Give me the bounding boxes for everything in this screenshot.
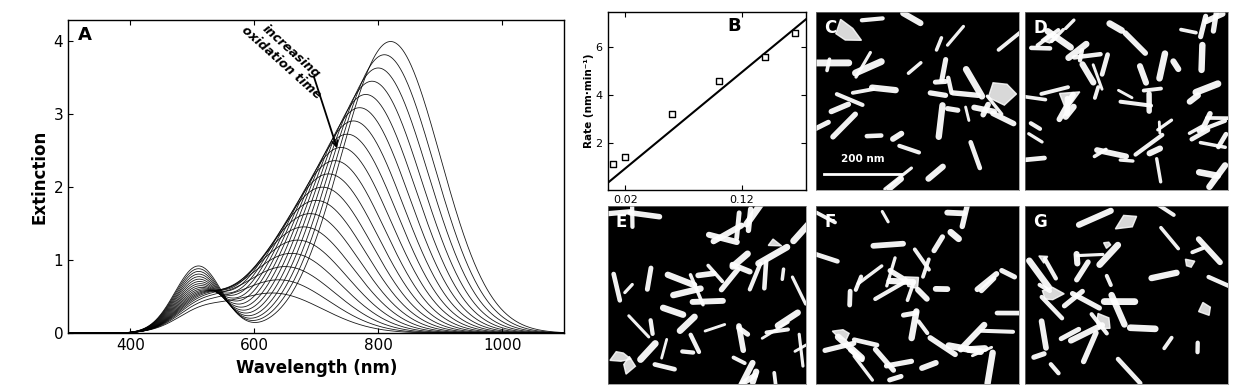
Point	[709, 78, 729, 84]
X-axis label: Wavelength (nm): Wavelength (nm)	[236, 359, 397, 377]
Point	[604, 161, 624, 167]
Polygon shape	[1185, 259, 1195, 267]
Text: G: G	[1033, 213, 1047, 231]
Polygon shape	[905, 277, 919, 289]
Polygon shape	[1115, 215, 1137, 229]
Text: 200 nm: 200 nm	[841, 154, 884, 163]
Text: F: F	[825, 213, 836, 231]
Text: D: D	[1033, 19, 1047, 37]
Polygon shape	[1199, 303, 1210, 315]
Polygon shape	[1042, 34, 1058, 43]
Y-axis label: Rate (nm·min⁻¹): Rate (nm·min⁻¹)	[584, 54, 594, 148]
Polygon shape	[769, 239, 781, 246]
Polygon shape	[988, 83, 1017, 105]
Text: B: B	[727, 17, 740, 35]
Polygon shape	[1039, 256, 1048, 263]
Point	[615, 154, 635, 160]
Text: E: E	[615, 213, 627, 231]
Polygon shape	[836, 19, 862, 40]
Polygon shape	[1043, 287, 1064, 300]
Point	[755, 54, 775, 60]
Point	[785, 30, 805, 36]
Polygon shape	[1059, 92, 1080, 111]
Point	[662, 111, 682, 117]
X-axis label: Volume ratio: Volume ratio	[667, 211, 746, 221]
Polygon shape	[832, 330, 849, 340]
Polygon shape	[1104, 242, 1111, 249]
Y-axis label: Extinction: Extinction	[30, 129, 48, 223]
Text: increasing
oxidation time: increasing oxidation time	[239, 13, 334, 102]
Polygon shape	[610, 352, 631, 361]
Text: C: C	[825, 19, 837, 37]
Text: A: A	[78, 26, 92, 44]
Polygon shape	[624, 356, 635, 374]
Polygon shape	[1096, 314, 1110, 328]
